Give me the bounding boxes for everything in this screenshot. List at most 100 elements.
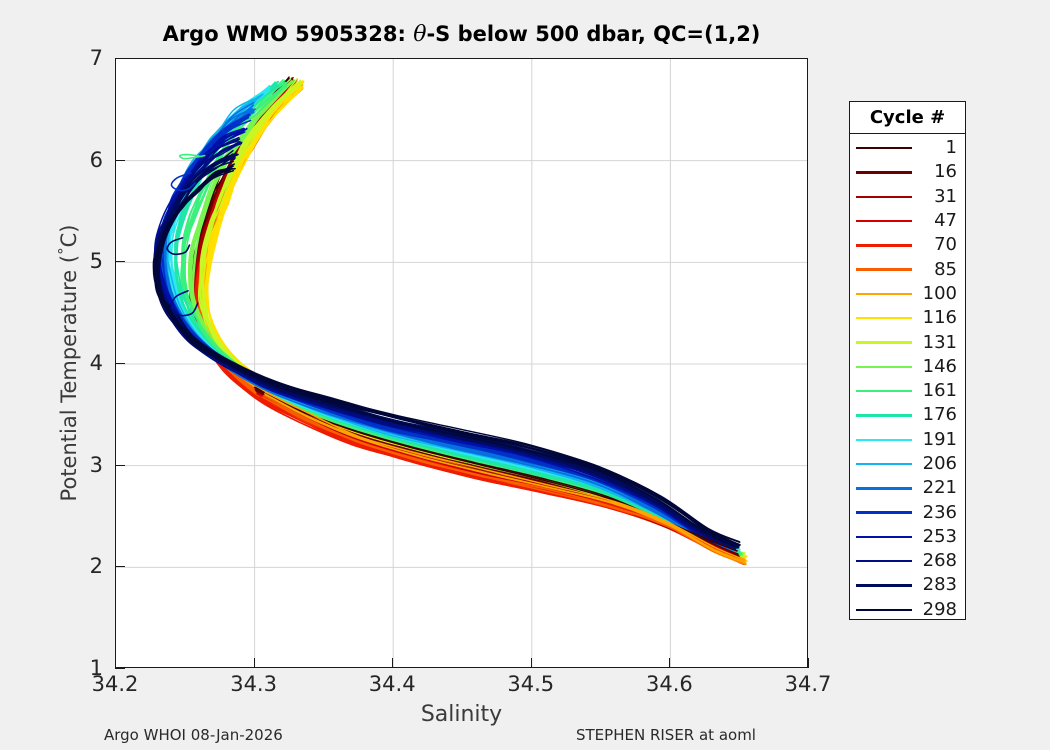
cycle-curve	[202, 80, 746, 561]
cycle-curve	[194, 78, 741, 554]
legend-item[interactable]: 16	[850, 160, 965, 184]
cycle-curve	[163, 108, 735, 550]
cycle-curve	[158, 165, 741, 547]
legend-color-swatch	[856, 341, 912, 344]
legend-item[interactable]: 283	[850, 573, 965, 597]
cycle-curve	[197, 85, 742, 559]
legend-item[interactable]: 146	[850, 355, 965, 379]
cycle-curve	[164, 95, 736, 549]
cycle-curve	[155, 136, 736, 545]
cycle-curve	[199, 85, 745, 558]
legend-item[interactable]: 116	[850, 306, 965, 330]
legend-item-label: 16	[934, 161, 957, 183]
legend-item[interactable]: 131	[850, 330, 965, 354]
cycle-curve	[197, 81, 745, 556]
cycle-curve	[201, 82, 746, 561]
cycle-curve	[194, 83, 742, 564]
cycle-curve	[157, 117, 736, 549]
cycle-curve	[157, 142, 738, 546]
legend-item[interactable]: 47	[850, 209, 965, 233]
cycle-curve	[196, 85, 745, 560]
legend-item[interactable]: 221	[850, 476, 965, 500]
legend-color-swatch	[856, 487, 912, 490]
cycle-curve	[192, 79, 744, 557]
legend-item[interactable]: 85	[850, 257, 965, 281]
cycle-curve	[154, 140, 735, 547]
cycle-curve	[156, 167, 741, 543]
cycle-curve	[194, 77, 740, 555]
legend-item[interactable]: 268	[850, 549, 965, 573]
cycle-curve	[154, 167, 740, 546]
legend-item[interactable]: 298	[850, 598, 965, 622]
cycle-curve	[155, 143, 736, 548]
cycle-curve	[201, 82, 745, 562]
x-tick-label: 34.6	[646, 672, 693, 696]
cycle-curve	[191, 82, 737, 556]
y-tick-mark	[115, 566, 125, 568]
legend-item[interactable]: 253	[850, 525, 965, 549]
cycle-curve	[203, 85, 747, 566]
cycle-curve	[190, 79, 744, 554]
legend-color-swatch	[856, 317, 912, 320]
cycle-curve	[164, 110, 737, 550]
cycle-curve	[205, 80, 748, 558]
cycle-curve	[205, 81, 747, 559]
cycle-curve	[204, 83, 746, 565]
cycle-curve	[198, 85, 744, 565]
cycle-curve	[157, 115, 734, 546]
cycle-curve	[196, 78, 744, 558]
cycle-curve	[166, 86, 738, 549]
cycle-curve	[158, 113, 736, 548]
plot-area	[115, 58, 808, 668]
cycle-curve	[194, 77, 740, 556]
x-tick-mark	[669, 658, 671, 668]
legend-item-label: 221	[922, 477, 957, 499]
cycle-curve	[193, 82, 739, 554]
legend-item[interactable]: 236	[850, 500, 965, 524]
cycle-curve	[202, 79, 746, 557]
cycle-curve	[193, 82, 742, 556]
x-tick-label: 34.7	[784, 672, 832, 696]
legend-item[interactable]: 70	[850, 233, 965, 257]
cycle-curve	[157, 116, 735, 549]
x-axis-label: Salinity	[420, 702, 503, 727]
cycle-curve	[180, 81, 741, 552]
cycle-curve	[156, 153, 739, 549]
cycle-curve	[196, 84, 744, 562]
cycle-curve	[192, 76, 739, 555]
cycle-curve	[162, 108, 737, 547]
cycle-curve	[189, 80, 741, 554]
cycle-curve	[193, 79, 740, 554]
x-tick-mark	[115, 658, 116, 668]
cycle-curve	[193, 79, 741, 556]
legend-item[interactable]: 1	[850, 136, 965, 160]
y-tick-mark	[115, 58, 125, 59]
legend-item-label: 176	[922, 404, 957, 426]
legend-item-label: 236	[922, 501, 957, 523]
cycle-curve	[156, 113, 734, 548]
legend-item[interactable]: 100	[850, 282, 965, 306]
legend-item[interactable]: 31	[850, 185, 965, 209]
legend-item[interactable]: 206	[850, 452, 965, 476]
cycle-curve	[264, 391, 746, 561]
cycle-curve	[189, 82, 737, 555]
legend-item[interactable]: 161	[850, 379, 965, 403]
legend-item-label: 116	[922, 307, 957, 329]
cycle-curve	[189, 76, 737, 553]
cycle-curve	[199, 77, 745, 555]
y-tick-label: 4	[89, 351, 103, 375]
cycle-curve	[196, 81, 743, 560]
degree-icon: °	[55, 247, 73, 255]
legend-item[interactable]: 176	[850, 403, 965, 427]
cycle-curve	[201, 83, 745, 563]
cycle-curve	[174, 83, 738, 555]
cycle-curve	[204, 85, 747, 563]
cycle-curve	[152, 169, 738, 545]
cycle-curve	[156, 153, 740, 547]
y-tick-label: 5	[89, 249, 103, 274]
x-tick-label: 34.4	[368, 672, 416, 696]
cycle-curve	[152, 149, 737, 545]
legend-item[interactable]: 191	[850, 428, 965, 452]
cycle-curve	[164, 94, 737, 549]
